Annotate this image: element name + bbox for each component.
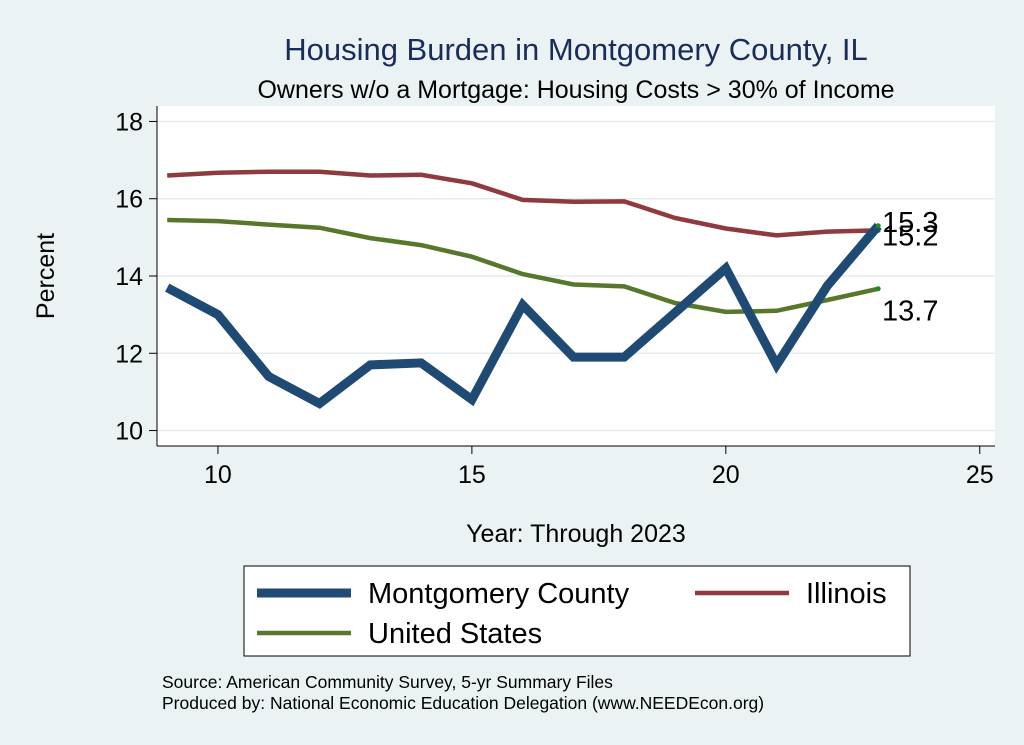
source-line-1: Source: American Community Survey, 5-yr …: [162, 672, 613, 692]
x-tick-label: 10: [204, 461, 232, 489]
x-axis-label: Year: Through 2023: [466, 520, 686, 548]
x-ticks: 10 15 20 25: [204, 446, 994, 489]
x-tick-label: 15: [458, 461, 486, 489]
series-line-montgomery-county: [165, 222, 882, 409]
series-line-illinois: [167, 169, 879, 238]
chart-title: Housing Burden in Montgomery County, IL: [284, 32, 868, 67]
series-end-point: [875, 223, 881, 229]
series-end-point: [875, 286, 881, 292]
end-label-montgomery-county: 15.3: [882, 207, 938, 239]
y-tick-label: 16: [115, 186, 143, 214]
source-line-2: Produced by: National Economic Education…: [162, 693, 764, 713]
end-labels: 15.315.2 13.7: [882, 207, 938, 328]
y-tick-label: 10: [115, 418, 143, 446]
legend-label-montgomery-county: Montgomery County: [368, 578, 630, 610]
chart-subtitle: Owners w/o a Mortgage: Housing Costs > 3…: [257, 76, 894, 104]
y-tick-label: 12: [115, 340, 143, 368]
y-axis-label: Percent: [32, 233, 60, 319]
series-layer: [165, 169, 882, 409]
legend: Montgomery County Illinois United States: [243, 565, 911, 657]
legend-label-illinois: Illinois: [806, 578, 887, 610]
legend-box: [243, 565, 911, 657]
x-tick-label: 25: [966, 461, 994, 489]
y-tick-label: 18: [115, 108, 143, 136]
series-line-united-states: [167, 217, 879, 315]
x-tick-label: 20: [712, 461, 740, 489]
end-label-illinois: 15.2: [882, 221, 938, 253]
end-label-united-states: 13.7: [882, 296, 938, 328]
y-tick-label: 14: [115, 263, 143, 291]
y-ticks: 10 12 14 16 18: [115, 108, 157, 446]
legend-label-united-states: United States: [368, 618, 542, 650]
